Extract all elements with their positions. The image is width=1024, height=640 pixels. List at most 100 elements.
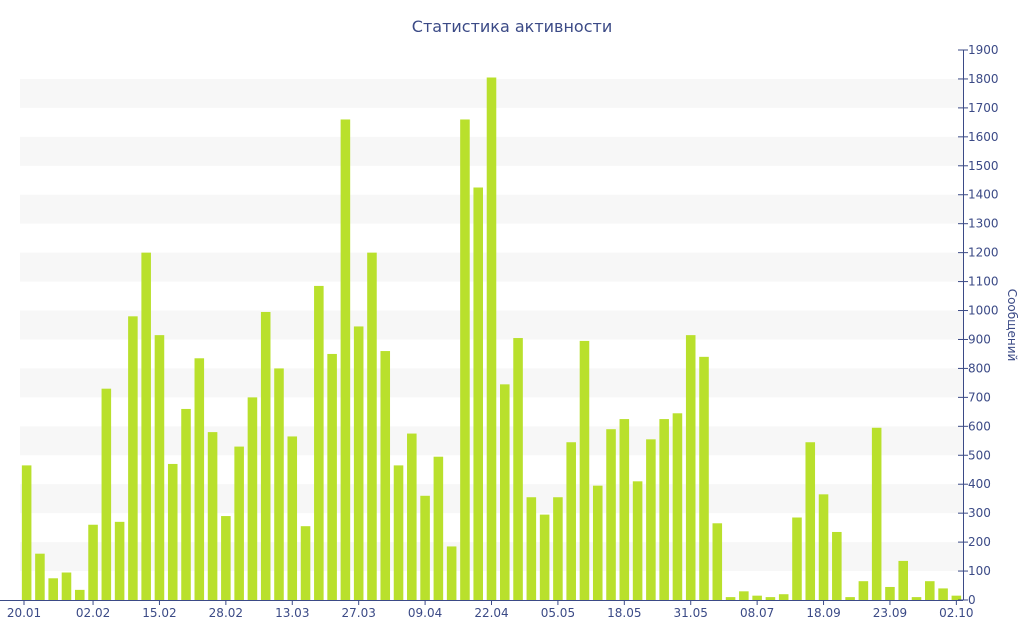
bar [128, 316, 138, 600]
x-tick-label: 28.02 [209, 606, 243, 620]
bar [632, 481, 643, 600]
y-tick-label: 1200 [968, 246, 999, 260]
y-tick-label: 500 [968, 448, 991, 462]
bar [685, 335, 696, 600]
y-tick-label: 1300 [968, 217, 999, 231]
bar [805, 442, 816, 600]
bar [393, 465, 404, 600]
bar [287, 436, 298, 600]
x-tick-label: 08.07 [740, 606, 774, 620]
bar [433, 456, 444, 600]
y-tick-label: 700 [968, 390, 991, 404]
bar [592, 485, 603, 600]
y-tick-label: 300 [968, 506, 991, 520]
bar-series [21, 77, 962, 600]
y-tick-label: 1000 [968, 304, 999, 318]
y-tick-label: 900 [968, 332, 991, 346]
bar [314, 285, 324, 600]
bar [260, 311, 271, 600]
bar [247, 397, 258, 600]
y-tick-label: 200 [968, 535, 991, 549]
bar [194, 358, 205, 600]
bar [473, 187, 483, 600]
bar [832, 531, 842, 600]
y-axis-label: Сообщений [1005, 289, 1019, 362]
bar [181, 408, 191, 600]
bar [539, 514, 550, 600]
bar [659, 419, 669, 600]
y-tick-label: 1600 [968, 130, 999, 144]
y-tick-label: 1100 [968, 275, 999, 289]
x-tick-label: 31.05 [674, 606, 708, 620]
bar [606, 429, 616, 600]
bar [672, 413, 683, 600]
bar [911, 597, 922, 600]
bar [778, 594, 789, 600]
x-tick-label: 09.04 [408, 606, 442, 620]
bar [114, 521, 125, 600]
bar [871, 427, 882, 600]
y-tick-label: 400 [968, 477, 991, 491]
bar [61, 572, 72, 600]
x-tick-label: 18.09 [806, 606, 840, 620]
x-tick-label: 02.10 [939, 606, 973, 620]
bar [526, 497, 537, 600]
bar [88, 524, 98, 600]
y-tick-label: 100 [968, 564, 991, 578]
bar [48, 578, 58, 600]
bar [553, 497, 563, 600]
bar [420, 495, 430, 600]
bar [327, 353, 337, 600]
bar [274, 368, 284, 600]
bar [845, 597, 855, 600]
bar [154, 335, 165, 600]
bar [407, 433, 417, 600]
bar [141, 252, 151, 600]
bar [792, 517, 802, 600]
bar [21, 465, 32, 600]
bar [951, 595, 962, 600]
y-tick-label: 1400 [968, 188, 999, 202]
x-tick-label: 13.03 [275, 606, 309, 620]
bar [353, 326, 364, 600]
bar [74, 589, 85, 600]
bar [885, 586, 895, 600]
x-tick-label: 15.02 [142, 606, 176, 620]
bar [380, 351, 391, 600]
y-tick-label: 1500 [968, 159, 999, 173]
bar [234, 446, 244, 600]
y-tick-label: 1800 [968, 72, 999, 86]
x-tick-label: 20.01 [7, 606, 41, 620]
bar [818, 494, 829, 600]
bar [619, 419, 630, 600]
bar [699, 356, 709, 600]
bar [513, 338, 523, 600]
bar [566, 442, 576, 600]
bar [207, 432, 218, 600]
bar [579, 340, 590, 600]
y-tick-label: 0 [968, 593, 976, 607]
bar [858, 581, 869, 600]
bar [101, 388, 112, 600]
x-tick-label: 05.05 [541, 606, 575, 620]
x-axis: 20.01 02.02 15.02 28.02 13.03 27.03 09.04 22.04… [0, 600, 974, 620]
y-axis: 0 100 200 300 400 500 600 700 800 900 1000 1100 1200… [958, 43, 999, 607]
x-tick-label: 02.02 [76, 606, 110, 620]
x-tick-label: 23.09 [873, 606, 907, 620]
x-tick-label: 27.03 [342, 606, 376, 620]
bar [725, 597, 736, 600]
bar [739, 591, 749, 600]
bar [340, 119, 351, 600]
x-tick-label: 22.04 [474, 606, 508, 620]
bar [367, 252, 377, 600]
bar [765, 597, 776, 600]
bar [35, 553, 45, 600]
bar [221, 516, 231, 600]
bar [486, 77, 497, 600]
bar [446, 546, 457, 600]
y-tick-label: 600 [968, 419, 991, 433]
y-tick-label: 800 [968, 361, 991, 375]
bar [938, 588, 948, 600]
